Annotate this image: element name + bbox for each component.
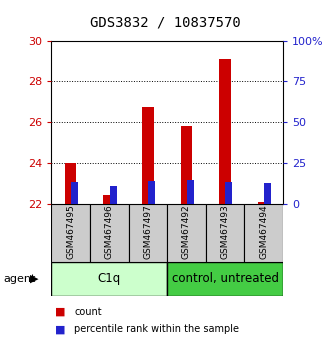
Text: GSM467495: GSM467495 xyxy=(66,204,75,259)
Bar xyxy=(206,204,244,262)
Bar xyxy=(167,262,283,296)
Text: GSM467497: GSM467497 xyxy=(143,204,152,259)
Text: GSM467493: GSM467493 xyxy=(220,204,230,259)
Text: ▶: ▶ xyxy=(30,274,38,284)
Bar xyxy=(258,201,269,204)
Text: GSM467494: GSM467494 xyxy=(259,204,268,259)
Text: GSM467496: GSM467496 xyxy=(105,204,114,259)
Bar xyxy=(264,183,271,204)
Text: control, untreated: control, untreated xyxy=(171,272,279,285)
Bar xyxy=(51,262,167,296)
Bar xyxy=(128,204,167,262)
Bar xyxy=(110,185,117,204)
Bar xyxy=(71,182,78,204)
Bar xyxy=(90,204,128,262)
Bar xyxy=(51,204,90,262)
Bar xyxy=(219,59,231,204)
Text: count: count xyxy=(74,307,102,316)
Text: ■: ■ xyxy=(55,324,65,334)
Text: percentile rank within the sample: percentile rank within the sample xyxy=(74,324,239,334)
Bar xyxy=(142,108,154,204)
Text: ■: ■ xyxy=(55,307,65,316)
Bar xyxy=(244,204,283,262)
Bar xyxy=(65,163,76,204)
Bar xyxy=(148,181,155,204)
Text: GDS3832 / 10837570: GDS3832 / 10837570 xyxy=(90,16,241,30)
Bar xyxy=(167,204,206,262)
Bar xyxy=(103,195,115,204)
Bar xyxy=(187,180,194,204)
Text: C1q: C1q xyxy=(98,272,121,285)
Bar xyxy=(181,126,192,204)
Text: agent: agent xyxy=(3,274,36,284)
Text: GSM467492: GSM467492 xyxy=(182,204,191,259)
Bar xyxy=(225,182,232,204)
